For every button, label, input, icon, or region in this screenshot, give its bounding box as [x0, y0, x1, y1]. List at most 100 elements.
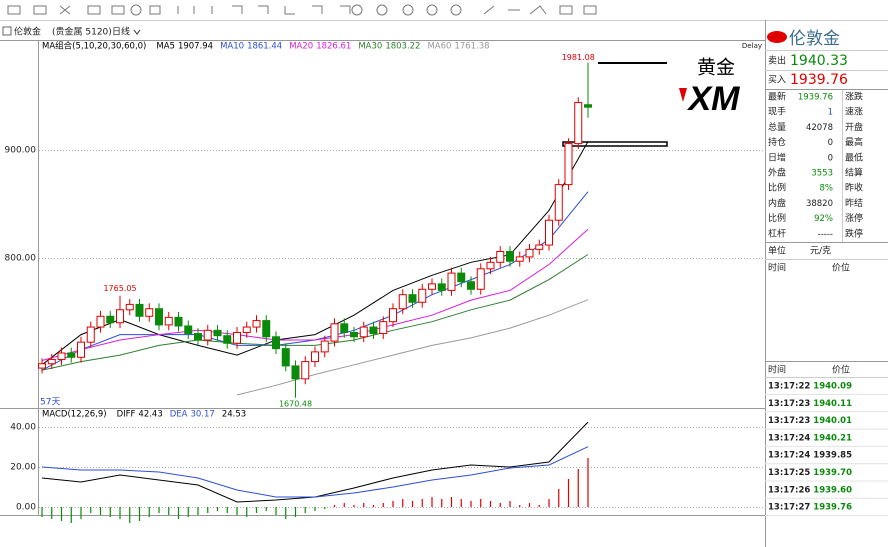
ma-line [41, 228, 589, 361]
price-annotation: 1765.05 [103, 284, 136, 293]
candle-body [67, 352, 76, 358]
quote-value: 92% [814, 214, 833, 224]
candle-body [418, 288, 427, 303]
candle-body [233, 331, 241, 344]
tick-price: 1940.21 [813, 433, 852, 443]
quote-value: 0 [828, 153, 833, 163]
legend-entry: MA5 [156, 42, 175, 52]
candle-body [350, 331, 358, 338]
candle-body [525, 248, 534, 258]
quote-value: 3553 [811, 169, 833, 179]
tick-time: 13:17:23 [768, 416, 810, 426]
candle-body [447, 272, 456, 291]
ma-line [41, 191, 589, 371]
candle-body [486, 261, 495, 270]
y-tick-label: 40.00 [10, 423, 36, 433]
tick-price: 1940.09 [813, 382, 852, 392]
overlay-title: 黄金 [697, 57, 735, 79]
candle-body [38, 363, 46, 369]
candle-body [515, 256, 524, 262]
legend-entry: 42.43 [138, 410, 162, 420]
quote-value: 8% [820, 184, 834, 194]
tick-price: 1939.85 [813, 451, 852, 461]
quote-value: 0 [828, 138, 833, 148]
quote-label: 总量 [768, 121, 786, 133]
candle-body [145, 308, 154, 317]
candle-body [135, 303, 144, 317]
candle-body [213, 329, 222, 337]
candle-body [320, 340, 329, 353]
quote-value: ----- [818, 229, 833, 239]
candle-body [467, 281, 475, 290]
legend-entry: 1761.38 [454, 42, 489, 52]
price-annotation: 1981.08 [562, 53, 595, 62]
price-annotation: 1670.48 [279, 399, 312, 408]
legend-entry: MA组合(5,10,20,30,60,0) [42, 41, 146, 52]
quote-label: 内盘 [768, 197, 786, 209]
y-tick-label: 800.00 [5, 253, 37, 263]
candle-body [398, 294, 407, 310]
candle-body [428, 283, 436, 290]
legend-entry: DIFF [117, 410, 136, 420]
candle-body [106, 315, 115, 324]
y-tick-label: 900.00 [5, 146, 37, 156]
y-tick-label: 20.00 [10, 463, 36, 473]
tick-time: 13:17:23 [768, 399, 810, 409]
macd-line [41, 421, 589, 503]
candle-body [96, 315, 105, 328]
quote-label: 最低 [845, 151, 863, 163]
quote-value: 38820 [806, 199, 833, 209]
candle-body [194, 333, 202, 341]
ticks-header-price: 价位 [832, 364, 850, 376]
quote-label: 现手 [768, 106, 786, 118]
candle-body [340, 323, 349, 333]
legend-entry: 1907.94 [178, 42, 213, 52]
quote-label: 涨跌 [845, 92, 863, 103]
candle-body [408, 294, 417, 303]
macd-line [41, 446, 589, 498]
candle-body [125, 303, 134, 311]
symbol-icon [2, 26, 12, 36]
candle-body [242, 326, 251, 333]
candle-body [369, 326, 378, 335]
tick-price: 1940.01 [813, 416, 852, 426]
legend-entry: MA60 [427, 42, 451, 52]
ticks-header-price: 价位 [832, 262, 850, 274]
period-dropdown[interactable] [133, 29, 141, 35]
quote-label: 比例 [768, 182, 786, 194]
tick-price: 1939.70 [813, 468, 852, 478]
market-badge [767, 31, 787, 43]
candle-body [203, 329, 212, 341]
candle-body [506, 251, 514, 262]
candle-body [272, 336, 280, 350]
tick-time: 13:17:22 [768, 382, 810, 392]
tick-time: 13:17:26 [768, 485, 810, 495]
candle-body [545, 219, 553, 246]
quote-label: 涨停 [845, 212, 863, 224]
legend-entry: MA30 [358, 42, 382, 52]
buy-price: 1939.76 [790, 72, 848, 88]
quote-label: 杠杆 [768, 227, 786, 239]
days-label: 57天 [40, 398, 60, 408]
quote-label: 昨结 [845, 197, 863, 209]
candle-body [359, 326, 368, 338]
candle-body [584, 104, 592, 108]
candle-body [535, 244, 544, 250]
candle-body [47, 358, 56, 365]
candle-body [564, 143, 573, 186]
quote-label: 结算 [845, 167, 863, 179]
quote-label: 比例 [768, 212, 786, 224]
candle-body [476, 268, 485, 290]
symbol-group: (贵金属 5120) [52, 26, 112, 38]
candle-body [86, 326, 95, 343]
sell-label: 卖出 [768, 55, 786, 67]
logo-accent [679, 88, 687, 102]
symbol-period: 日线 [112, 26, 130, 38]
delay-tag: Delay [742, 42, 762, 50]
candle-body [223, 335, 232, 344]
toolbar [0, 0, 888, 20]
candle-body [116, 309, 124, 324]
candle-body [574, 102, 583, 145]
buy-label: 买入 [768, 75, 786, 86]
